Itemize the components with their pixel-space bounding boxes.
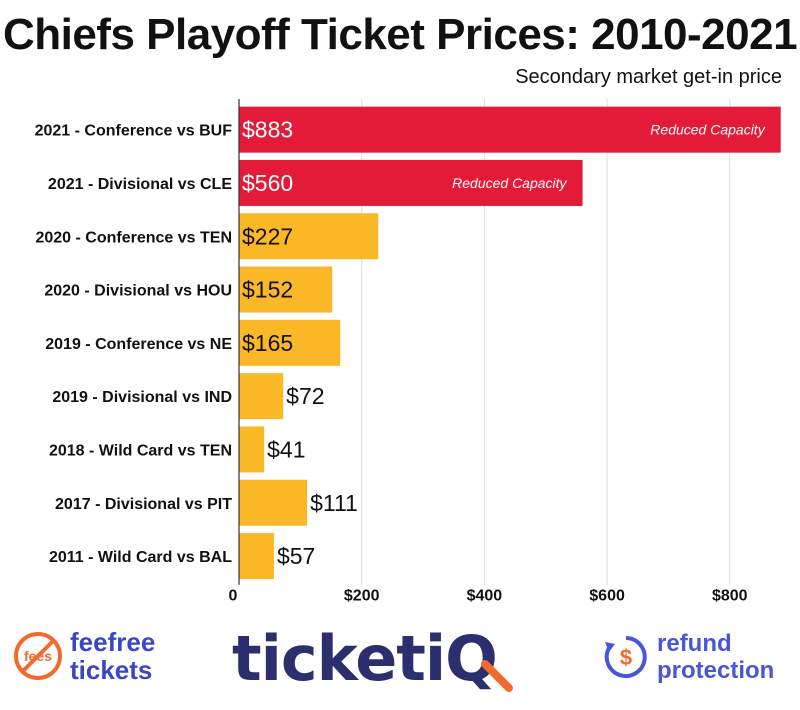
category-label: 2020 - Conference vs TEN (35, 229, 232, 246)
feefree-line1: feefree (70, 627, 156, 657)
bar (239, 266, 333, 313)
category-label: 2018 - Wild Card vs TEN (49, 442, 232, 459)
x-tick-label: 0 (229, 588, 238, 605)
bar (239, 319, 341, 366)
value-label: $227 (242, 223, 293, 249)
no-fees-icon: fees (14, 632, 62, 680)
bar (239, 426, 265, 473)
bar (239, 373, 284, 420)
value-label: $152 (242, 277, 293, 303)
refund-dollar-icon: $ (604, 636, 647, 678)
bar-annotation: Reduced Capacity (650, 122, 765, 138)
x-tick-label: $800 (712, 588, 748, 605)
svg-text:$: $ (620, 645, 632, 670)
x-tick-label: $600 (589, 588, 625, 605)
magnifier-icon (480, 660, 513, 692)
bar (239, 213, 379, 260)
value-label: $41 (267, 436, 305, 462)
bar (239, 479, 308, 526)
feefree-tickets-logo: fees feefree tickets (12, 628, 155, 684)
bar-chart: 2021 - Conference vs BUF $883 Reduced Capa… (35, 99, 781, 605)
chart-title: Chiefs Playoff Ticket Prices: 2010-2021 (2, 10, 798, 59)
ticketiq-wordmark: ticketiQ (232, 621, 498, 695)
fees-icon-label: fees (24, 648, 52, 664)
value-label: $165 (242, 330, 293, 356)
value-label: $560 (242, 170, 293, 196)
bar (239, 533, 274, 580)
bar (239, 159, 583, 206)
x-tick-label: $400 (467, 588, 503, 605)
feefree-line2: tickets (70, 655, 153, 685)
value-label: $72 (286, 383, 324, 409)
refund-line2: protection (657, 657, 775, 684)
category-label: 2020 - Divisional vs HOU (44, 283, 232, 300)
value-label: $883 (242, 117, 293, 143)
value-label: $111 (310, 490, 358, 516)
category-label: 2017 - Divisional vs PIT (55, 496, 232, 513)
bar (239, 106, 781, 153)
category-label: 2019 - Conference vs NE (45, 336, 232, 353)
x-tick-label: $200 (344, 588, 380, 605)
ticketiq-logo: ticketiQ (232, 618, 519, 698)
refund-line1: refund (657, 630, 732, 657)
chart-subtitle: Secondary market get-in price (515, 66, 782, 88)
category-label: 2021 - Conference vs BUF (35, 123, 233, 140)
refund-protection-logo: $ refund protection (603, 630, 774, 684)
category-label: 2021 - Divisional vs CLE (48, 176, 232, 193)
category-label: 2019 - Divisional vs IND (52, 389, 232, 406)
category-label: 2011 - Wild Card vs BAL (49, 549, 232, 566)
bar-annotation: Reduced Capacity (452, 175, 567, 191)
value-label: $57 (277, 543, 315, 569)
